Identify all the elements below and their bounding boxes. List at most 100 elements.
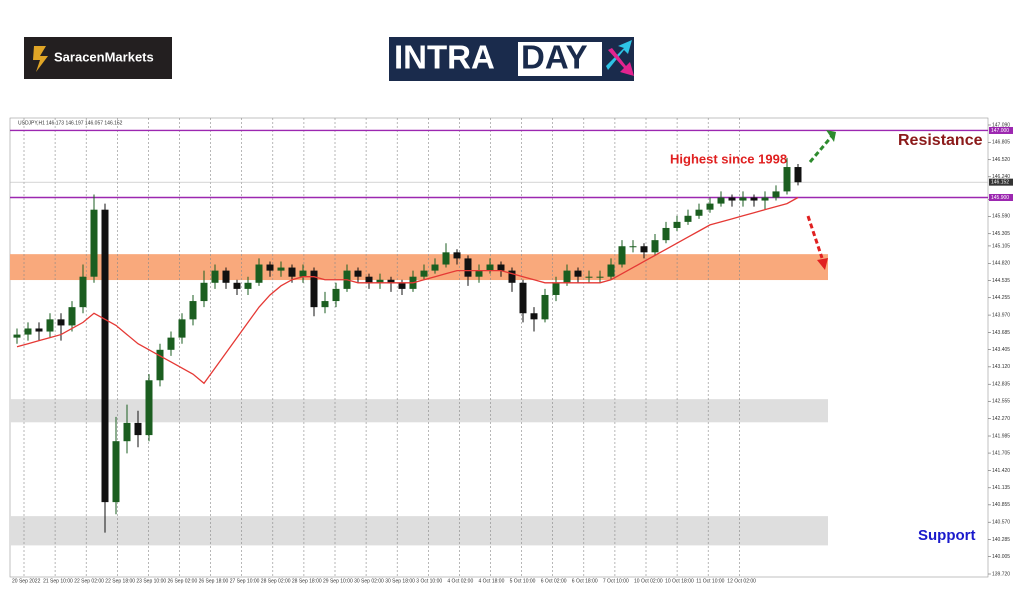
candle-body — [277, 267, 285, 271]
candle-body — [728, 197, 736, 201]
candle-body — [574, 270, 582, 277]
price-box — [989, 193, 1013, 201]
resistance-label: Resistance — [898, 132, 983, 149]
plot-border — [9, 117, 989, 578]
x-tick-label: 27 Sep 10:00 — [230, 578, 260, 584]
down-arrow — [806, 215, 824, 259]
candle-body — [684, 215, 692, 222]
candle-body — [288, 267, 296, 277]
y-tick-label: 142.270 — [992, 416, 1010, 422]
candle-body — [310, 270, 318, 308]
support-label: Support — [918, 527, 976, 544]
candle-body — [244, 282, 252, 289]
y-tick-label: 142.555 — [992, 399, 1010, 405]
y-tick-label: 143.685 — [992, 330, 1010, 336]
candle-body — [387, 279, 395, 283]
x-tick-label: 30 Sep 18:00 — [385, 578, 415, 584]
intraday-box — [518, 42, 602, 76]
y-tick-label: 141.985 — [992, 433, 1010, 439]
candle-body — [178, 319, 186, 338]
arrow-up-icon — [606, 40, 632, 70]
y-tick-label: 141.135 — [992, 485, 1010, 491]
y-tick-label: 144.535 — [992, 278, 1010, 284]
candle-body — [629, 246, 637, 248]
candle-body — [68, 307, 76, 326]
saracen-text: SaracenMarkets — [54, 49, 154, 64]
candle-body — [563, 270, 571, 283]
candle-body — [365, 276, 373, 283]
x-tick-label: 5 Oct 10:00 — [510, 578, 536, 584]
candle-body — [750, 197, 758, 201]
candle-body — [123, 422, 131, 442]
x-tick-label: 23 Sep 10:00 — [136, 578, 166, 584]
x-tick-label: 21 Sep 10:00 — [43, 578, 73, 584]
candle-body — [607, 264, 615, 277]
x-tick-label: 4 Oct 18:00 — [479, 578, 505, 584]
candle-body — [332, 288, 340, 302]
y-tick-label: 141.420 — [992, 468, 1010, 474]
y-tick-label: 146.805 — [992, 140, 1010, 146]
y-tick-label: 144.255 — [992, 295, 1010, 301]
candle-body — [354, 270, 362, 277]
down-arrow-head — [817, 258, 828, 270]
candle-body — [596, 276, 604, 278]
x-tick-label: 28 Sep 18:00 — [292, 578, 322, 584]
y-tick-label: 146.240 — [992, 174, 1010, 180]
x-tick-label: 6 Oct 18:00 — [572, 578, 598, 584]
candle-body — [420, 270, 428, 277]
candle-body — [464, 258, 472, 277]
price-label: 147.000 — [991, 128, 1009, 134]
candle-body — [266, 264, 274, 271]
saracen-icon — [33, 46, 48, 72]
candle-body — [299, 270, 307, 277]
candle-body — [24, 328, 32, 335]
candle-body — [112, 441, 120, 503]
candle-body — [673, 221, 681, 228]
candle-body — [442, 252, 450, 265]
candle-body — [46, 319, 54, 332]
x-tick-label: 26 Sep 02:00 — [168, 578, 198, 584]
up-arrow-head — [826, 130, 836, 142]
candle-body — [508, 270, 516, 283]
y-tick-label: 143.970 — [992, 312, 1010, 318]
candle-body — [222, 270, 230, 283]
x-tick-label: 10 Oct 02:00 — [634, 578, 663, 584]
y-tick-label: 145.105 — [992, 243, 1010, 249]
price-label: 145.900 — [991, 195, 1009, 201]
y-tick-label: 147.090 — [992, 122, 1010, 128]
candle-body — [618, 246, 626, 265]
candle-body — [13, 334, 21, 338]
candle-body — [640, 246, 648, 253]
y-tick-label: 140.005 — [992, 554, 1010, 560]
candle-body — [717, 197, 725, 204]
candle-body — [530, 313, 538, 320]
x-tick-label: 20 Sep 2022 — [12, 578, 41, 584]
header-prices: 146.173 146.197 146.057 146.152 — [46, 120, 123, 126]
candle-body — [376, 279, 384, 283]
x-tick-label: 7 Oct 10:00 — [603, 578, 629, 584]
moving-average — [16, 196, 799, 385]
price-box — [989, 178, 1013, 186]
highest-label: Highest since 1998 — [670, 151, 787, 166]
candle-body — [255, 264, 263, 283]
x-tick-label: 12 Oct 02:00 — [727, 578, 756, 584]
candle-body — [233, 282, 241, 289]
candle-body — [57, 319, 65, 326]
y-tick-label: 145.305 — [992, 231, 1010, 237]
candle-body — [783, 167, 791, 192]
intraday-b: DAY — [521, 39, 588, 76]
x-tick-label: 30 Sep 02:00 — [354, 578, 384, 584]
up-arrow — [808, 135, 834, 163]
candle-body — [145, 380, 153, 436]
candle-body — [794, 167, 802, 183]
candle-body — [167, 337, 175, 350]
candle-body — [156, 349, 164, 381]
candle-body — [695, 209, 703, 216]
candle-body — [739, 197, 747, 201]
candle-body — [90, 209, 98, 277]
candle-body — [475, 270, 483, 277]
y-tick-label: 144.820 — [992, 261, 1010, 267]
candle-body — [189, 301, 197, 320]
